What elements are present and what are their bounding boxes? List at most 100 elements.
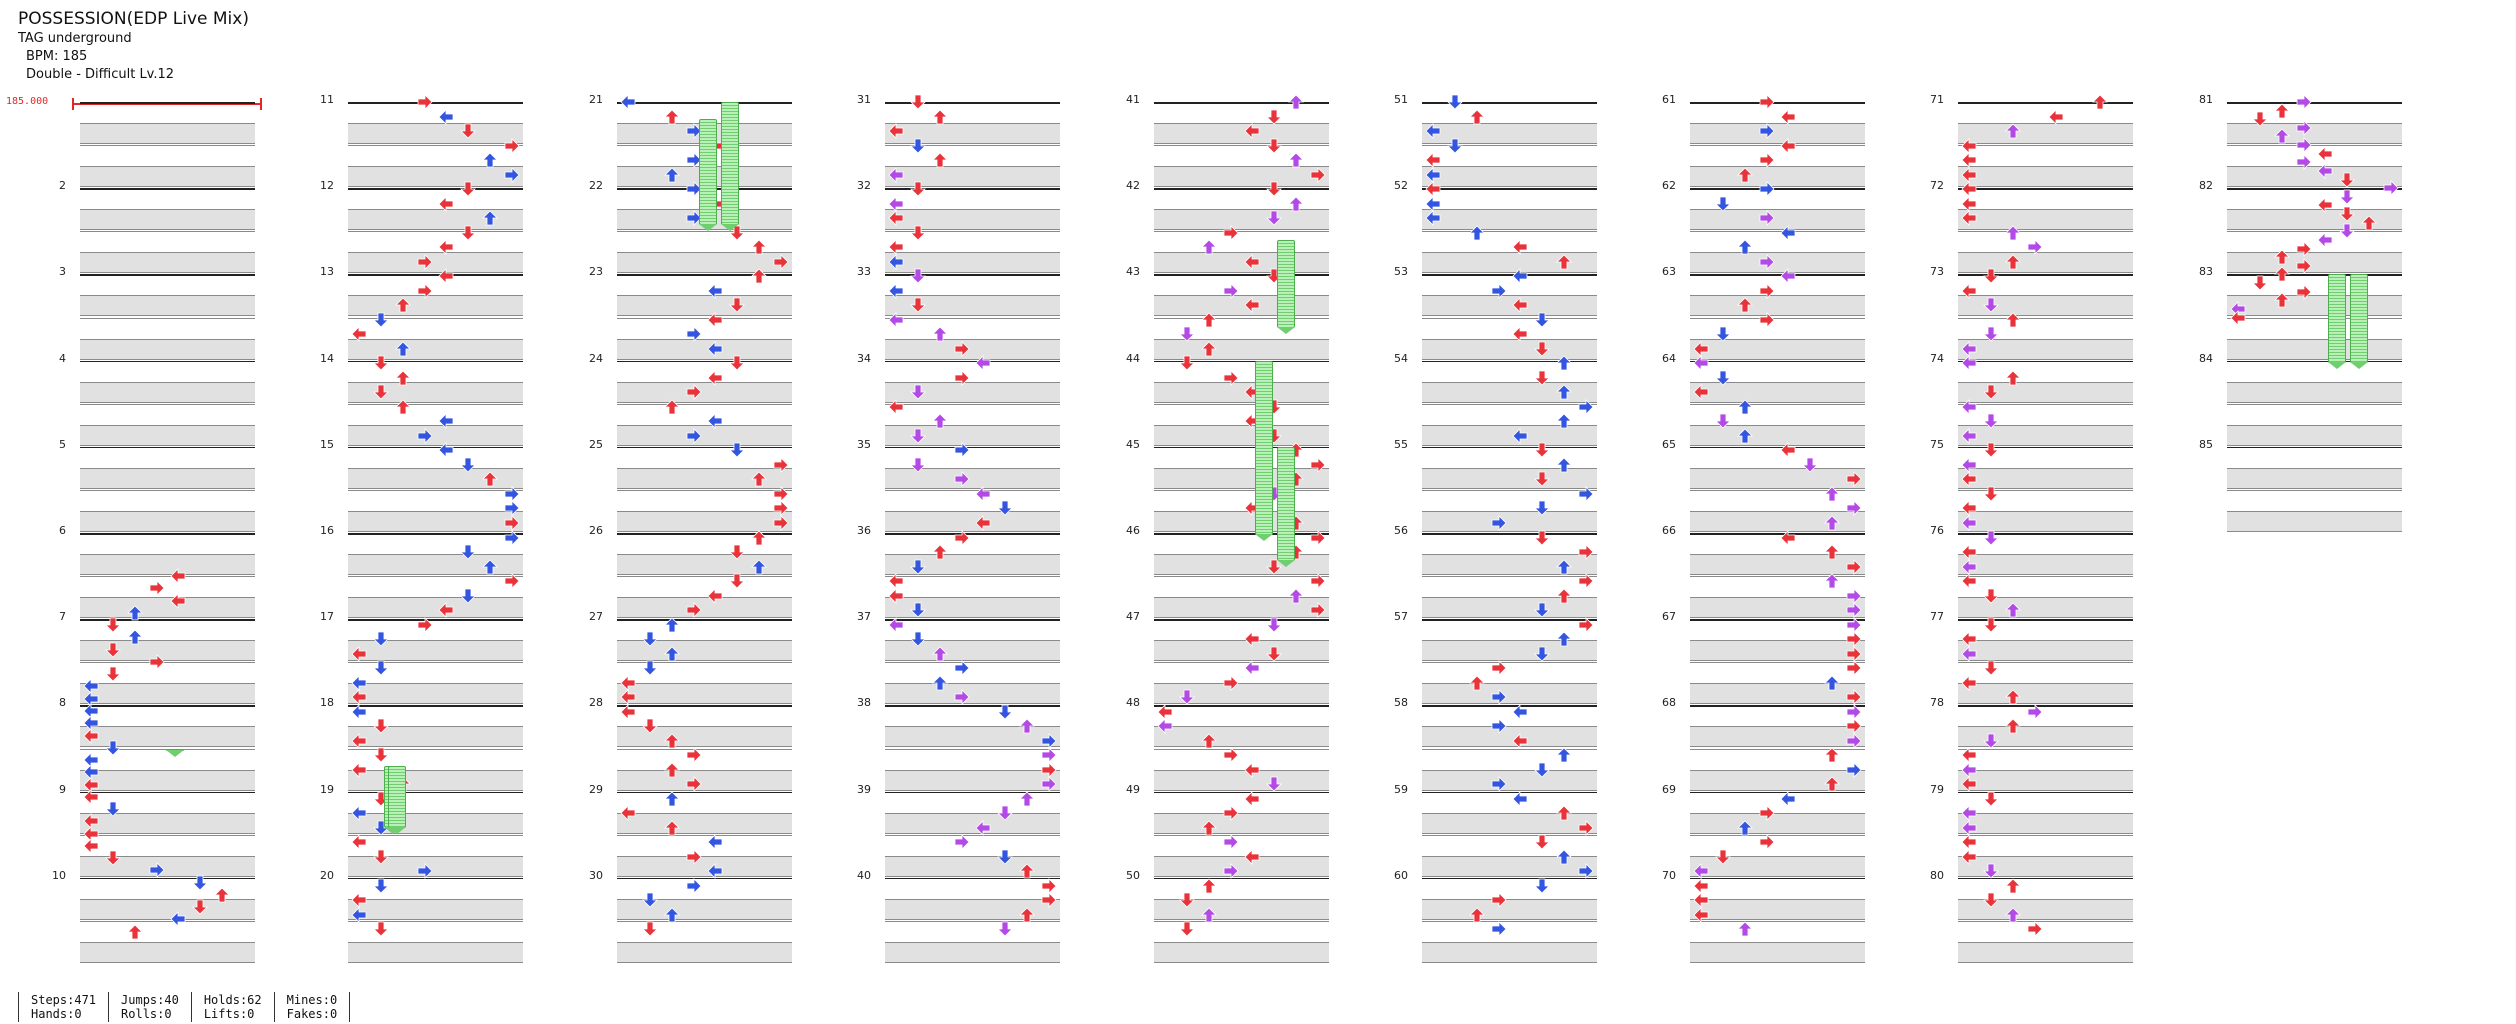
- step-arrow-icon: [2004, 312, 2021, 328]
- step-arrow-icon: [460, 588, 477, 604]
- beat-row: [1690, 662, 1865, 705]
- step-arrow-icon: [104, 850, 121, 866]
- beat-row: [348, 705, 523, 748]
- stat-fakes: Fakes:0: [286, 1007, 338, 1021]
- step-arrow-icon: [1534, 312, 1551, 328]
- step-arrow-icon: [104, 642, 121, 658]
- step-arrow-icon: [954, 660, 970, 677]
- measure-number: 10: [52, 868, 66, 882]
- step-arrow-icon: [931, 675, 948, 691]
- step-arrow-icon: [1961, 210, 1977, 227]
- measure-number: 60: [1394, 868, 1408, 882]
- step-arrow-icon: [888, 616, 904, 633]
- measure-number: 72: [1930, 179, 1944, 193]
- step-arrow-icon: [909, 631, 926, 647]
- step-arrow-icon: [1961, 398, 1977, 415]
- beat-row: [617, 360, 792, 404]
- step-arrow-icon: [888, 166, 904, 183]
- hold-bar: [388, 765, 407, 835]
- beat-row: [1422, 489, 1597, 533]
- beat-row: [80, 619, 255, 662]
- step-arrow-icon: [931, 413, 948, 429]
- step-arrow-icon: [1736, 167, 1753, 183]
- step-arrow-icon: [351, 906, 367, 923]
- measure-number: 42: [1126, 179, 1140, 193]
- step-arrow-icon: [909, 297, 926, 313]
- measure-number: 38: [857, 696, 871, 710]
- step-arrow-icon: [1534, 762, 1551, 778]
- step-arrow-icon: [1759, 805, 1775, 822]
- step-arrow-icon: [1693, 355, 1709, 372]
- step-arrow-icon: [997, 500, 1014, 517]
- measure-number: 68: [1662, 696, 1676, 710]
- step-arrow-icon: [909, 225, 926, 241]
- step-arrow-icon: [482, 471, 499, 487]
- beat-row: [1154, 231, 1329, 274]
- step-arrow-icon: [351, 761, 367, 778]
- beat-row: [1958, 662, 2133, 705]
- step-arrow-icon: [1961, 645, 1977, 662]
- beat-row: [1422, 317, 1597, 361]
- measure-number: 3: [59, 265, 66, 279]
- step-arrow-icon: [909, 268, 926, 284]
- beat-row: [1690, 489, 1865, 533]
- step-arrow-icon: [1578, 573, 1594, 590]
- step-arrow-icon: [460, 544, 477, 560]
- step-arrow-icon: [394, 341, 411, 357]
- measure-number: 65: [1662, 437, 1676, 451]
- step-arrow-icon: [1846, 616, 1862, 633]
- measure-number: 73: [1930, 265, 1944, 279]
- measure-number: 52: [1394, 179, 1408, 193]
- step-arrow-icon: [1961, 674, 1977, 691]
- beat-row: [1154, 791, 1329, 835]
- measure-number: 43: [1126, 265, 1140, 279]
- step-arrow-icon: [1223, 674, 1239, 691]
- beat-row: [1154, 145, 1329, 188]
- step-arrow-icon: [417, 94, 433, 110]
- beat-row: [1154, 188, 1329, 231]
- step-arrow-icon: [438, 602, 454, 619]
- step-arrow-icon: [1223, 834, 1239, 851]
- step-arrow-icon: [482, 152, 499, 168]
- step-arrow-icon: [686, 123, 702, 139]
- step-arrow-icon: [1736, 297, 1753, 313]
- step-arrow-icon: [482, 210, 499, 226]
- beat-row: [885, 360, 1060, 404]
- step-arrow-icon: [1759, 834, 1775, 851]
- beat-row: [1958, 317, 2133, 361]
- step-arrow-icon: [975, 515, 991, 531]
- step-arrow-icon: [1200, 878, 1217, 894]
- step-arrow-icon: [2027, 703, 2043, 720]
- step-arrow-icon: [1425, 166, 1441, 183]
- beat-row: [348, 662, 523, 705]
- beat-row: [885, 748, 1060, 792]
- step-arrow-icon: [909, 138, 926, 154]
- step-arrow-icon: [1780, 224, 1796, 241]
- step-arrow-icon: [1223, 224, 1239, 241]
- step-arrow-icon: [104, 801, 121, 817]
- measure-number: 39: [857, 782, 871, 796]
- step-arrow-icon: [1556, 588, 1573, 604]
- measure-number: 9: [59, 782, 66, 796]
- step-arrow-icon: [1961, 819, 1977, 836]
- step-arrow-icon: [1961, 558, 1977, 575]
- step-arrow-icon: [1759, 181, 1775, 198]
- step-arrow-icon: [1512, 297, 1528, 314]
- step-arrow-icon: [1961, 355, 1977, 372]
- beat-row: [617, 662, 792, 705]
- step-arrow-icon: [1178, 892, 1195, 909]
- step-arrow-icon: [1982, 791, 1999, 807]
- step-arrow-icon: [2027, 921, 2043, 938]
- measure-number: 82: [2199, 179, 2213, 193]
- step-arrow-icon: [1041, 877, 1057, 894]
- beat-row: [885, 102, 1060, 145]
- step-arrow-icon: [2296, 119, 2312, 136]
- hold-bar: [1255, 360, 1274, 542]
- step-arrow-icon: [1512, 268, 1528, 285]
- step-arrow-icon: [417, 863, 433, 880]
- step-arrow-icon: [351, 674, 367, 691]
- step-arrow-icon: [888, 587, 904, 604]
- step-arrow-icon: [2027, 239, 2043, 256]
- beat-row: [1690, 360, 1865, 404]
- step-arrow-icon: [1982, 733, 1999, 749]
